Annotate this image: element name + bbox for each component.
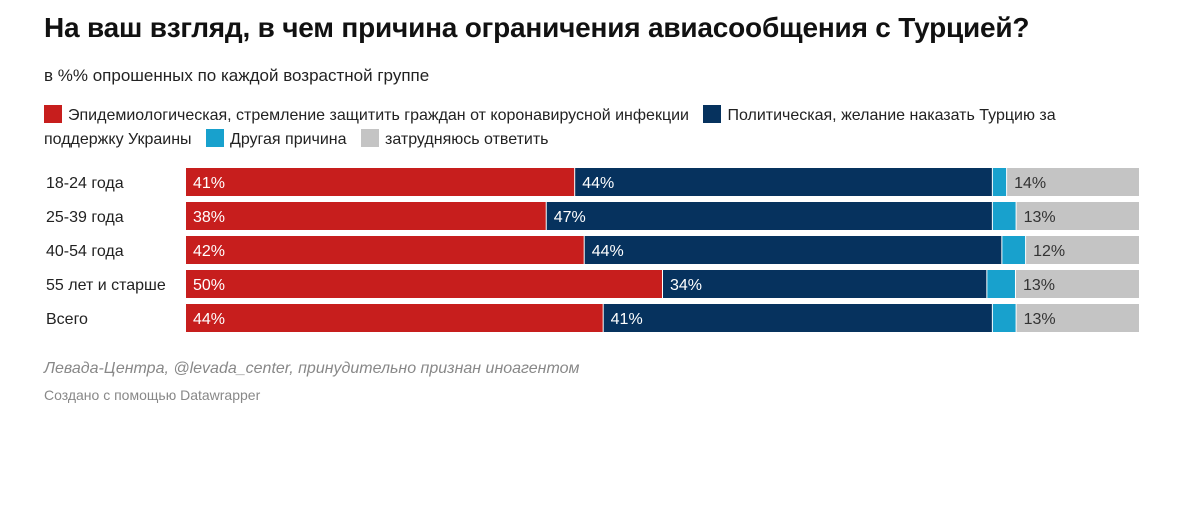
value-label-1-1: 47% (554, 209, 586, 226)
value-label-3-0: 14% (1014, 175, 1046, 192)
bar-segment-1-4 (603, 304, 992, 332)
credit-note: Создано с помощью Datawrapper (44, 387, 261, 403)
bar-segment-1-1 (546, 202, 992, 230)
bar-segment-3-1 (1016, 202, 1139, 230)
legend-swatch (205, 129, 224, 147)
bar-segment-2-0 (992, 168, 1007, 196)
value-label-0-3: 50% (193, 277, 225, 294)
bar-segment-2-4 (992, 304, 1016, 332)
legend-item-political: Политическая, желание наказать Турцию за… (44, 105, 1056, 148)
bar-segment-1-0 (575, 168, 992, 196)
value-label-1-3: 34% (670, 277, 702, 294)
value-label-0-4: 44% (193, 311, 225, 328)
bar-segment-2-2 (1002, 236, 1026, 264)
value-label-3-3: 13% (1023, 277, 1055, 294)
legend-swatch (44, 105, 62, 123)
category-label-2: 40-54 года (46, 243, 124, 260)
value-label-0-1: 38% (193, 209, 225, 226)
bar-segment-1-3 (663, 270, 987, 298)
legend-label: Другая причина (229, 131, 347, 148)
chart-title: На ваш взгляд, в чем причина ограничения… (44, 12, 1030, 43)
value-label-3-1: 13% (1024, 209, 1056, 226)
legend-item-epidemiological: Эпидемиологическая, стремление защитить … (44, 105, 689, 124)
value-label-1-2: 44% (592, 243, 624, 260)
bar-segment-3-4 (1016, 304, 1139, 332)
bar-segment-1-2 (584, 236, 1002, 264)
bar-segment-3-0 (1007, 168, 1139, 196)
legend-label: Эпидемиологическая, стремление защитить … (68, 107, 689, 124)
legend-label: Политическая, желание наказать Турцию за… (44, 107, 1056, 148)
legend-swatch (361, 129, 379, 147)
value-label-0-0: 41% (193, 175, 225, 192)
bar-segment-0-2 (186, 236, 584, 264)
value-label-1-4: 41% (611, 311, 643, 328)
bar-segment-2-3 (987, 270, 1015, 298)
bar-segment-0-4 (186, 304, 603, 332)
value-label-1-0: 44% (582, 175, 614, 192)
bar-segment-0-3 (186, 270, 662, 298)
legend-swatch (703, 105, 722, 123)
bar-segment-0-0 (186, 168, 575, 196)
legend-item-undecided: затрудняюсь ответить (361, 129, 549, 148)
legend-item-other: Другая причина (205, 129, 347, 148)
bar-segment-2-1 (992, 202, 1016, 230)
chart-subtitle: в %% опрошенных по каждой возрастной гру… (44, 66, 430, 85)
value-label-3-4: 13% (1024, 311, 1056, 328)
bar-segment-0-1 (186, 202, 546, 230)
bar-segment-3-3 (1015, 270, 1139, 298)
category-label-4: Всего (46, 311, 88, 328)
category-label-3: 55 лет и старше (46, 277, 166, 294)
value-label-0-2: 42% (193, 243, 225, 260)
category-label-0: 18-24 года (46, 175, 124, 192)
legend: Эпидемиологическая, стремление защитить … (44, 104, 1134, 152)
legend-label: затрудняюсь ответить (385, 131, 549, 148)
bar-segment-3-2 (1026, 236, 1139, 264)
source-note: Левада-Центра, @levada_center, принудите… (44, 360, 580, 377)
stacked-bar-chart: 18-24 года 41% 44% 14% 25-39 года 38% 47% 13% 40… (46, 168, 1139, 332)
value-label-3-2: 12% (1033, 243, 1065, 260)
category-label-1: 25-39 года (46, 209, 124, 226)
